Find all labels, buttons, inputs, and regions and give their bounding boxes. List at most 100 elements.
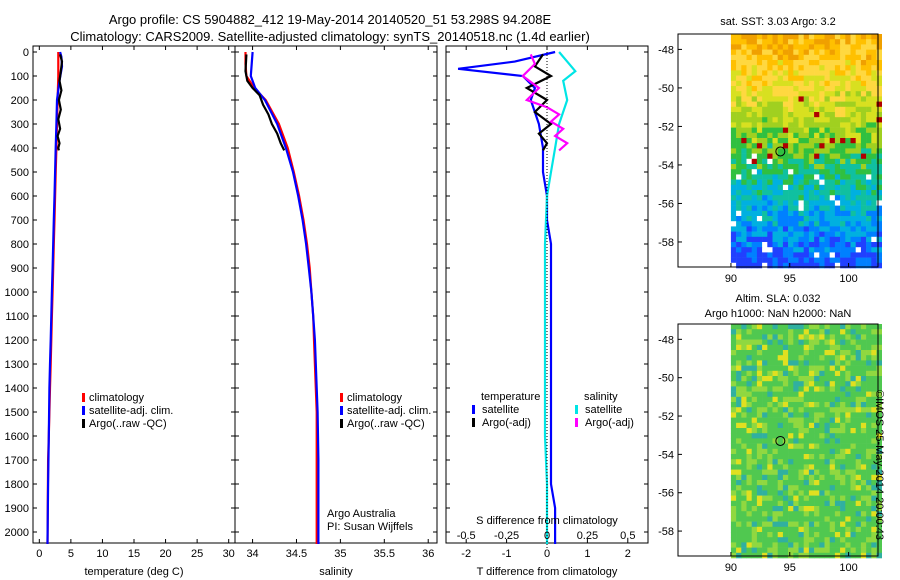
map-cell-sst — [808, 169, 815, 175]
map-cell-sst — [803, 122, 810, 128]
map-cell-sla — [756, 506, 763, 512]
map-cell-sst — [829, 262, 836, 269]
map-cell-sst — [803, 60, 810, 66]
map-cell-sst — [834, 96, 841, 102]
map-cell-sla — [840, 324, 846, 330]
map-cell-sla — [840, 365, 846, 372]
map-cell-sla — [741, 428, 747, 434]
map-cell-sla — [850, 360, 856, 366]
map-cell-sla — [871, 407, 877, 413]
map-cell-sst — [777, 101, 784, 108]
map-cell-sla — [736, 334, 742, 340]
map-cell-sst — [814, 138, 820, 144]
map-cell-sla — [741, 474, 747, 481]
map-cell-sst — [860, 122, 867, 128]
map-cell-sla — [824, 443, 830, 450]
map-cell-sst — [860, 60, 867, 66]
map-cell-sla — [782, 474, 789, 481]
map-cell-sst — [876, 262, 882, 269]
map-cell-sst — [808, 247, 815, 253]
map-cell-sst — [834, 153, 841, 160]
map-cell-sst — [767, 86, 773, 92]
map-cell-sst — [793, 226, 799, 232]
map-cell-sla — [767, 428, 773, 434]
map-cell-sla — [736, 339, 742, 346]
map-cell-sst — [871, 91, 877, 97]
map-cell-sst — [819, 164, 825, 170]
map-cell-sla — [819, 526, 825, 533]
map-cell-sla — [798, 386, 804, 392]
map-cell-sla — [871, 334, 877, 340]
map-cell-sla — [824, 474, 830, 481]
map-cell-sst — [767, 70, 773, 76]
map-cell-sst — [803, 216, 810, 222]
map-cell-sst — [746, 210, 752, 217]
map-cell-sst — [762, 101, 768, 108]
map-cell-sla — [850, 480, 856, 486]
map-cell-sla — [840, 526, 846, 533]
map-cell-sst — [808, 257, 815, 264]
map-cell-sst — [772, 148, 778, 154]
map-cell-sst — [876, 44, 882, 50]
map-cell-sla — [850, 417, 856, 424]
map-cell-sla — [741, 396, 747, 403]
map-cell-sst — [860, 65, 867, 71]
map-cell-sla — [855, 454, 862, 460]
map-cell-sst — [777, 257, 784, 264]
map-cell-sst — [860, 91, 867, 97]
map-cell-sla — [860, 500, 867, 507]
map-cell-sst — [803, 127, 810, 134]
map-cell-sla — [730, 370, 737, 377]
map-cell-sla — [736, 360, 742, 366]
map-cell-sla — [762, 386, 768, 392]
map-cell-sla — [845, 344, 851, 351]
map-cell-sla — [845, 474, 851, 481]
map-cell-sla — [871, 422, 877, 429]
map-cell-sla — [840, 376, 846, 382]
map-cell-sst — [840, 143, 846, 149]
map-cell-sla — [736, 526, 742, 533]
map-cell-sst — [855, 257, 862, 264]
map-cell-sla — [829, 459, 836, 465]
map-cell-sst — [840, 158, 846, 165]
map-cell-sla — [850, 355, 856, 361]
map-title-sla: Altim. SLA: 0.032 — [736, 293, 821, 305]
map-cell-sst — [840, 236, 846, 243]
map-cell-sst — [850, 257, 856, 264]
map-cell-sla — [736, 365, 742, 372]
map-cell-sla — [741, 407, 747, 413]
map-cell-sla — [777, 402, 784, 408]
map-cell-sla — [819, 547, 825, 554]
map-cell-sla — [762, 417, 768, 424]
map-cell-sst — [777, 122, 784, 128]
map-cell-sst — [876, 236, 882, 243]
map-cell-sla — [762, 454, 768, 460]
map-cell-sla — [736, 516, 742, 522]
map-cell-sla — [736, 422, 742, 429]
map-cell-sla — [767, 516, 773, 522]
map-cell-sla — [741, 511, 747, 517]
map-cell-sla — [746, 547, 752, 554]
map-cell-sla — [876, 417, 882, 424]
map-cell-sst — [793, 65, 799, 71]
map-cell-sla — [834, 474, 841, 481]
map-cell-sst — [772, 86, 778, 92]
map-cell-sst — [814, 86, 820, 92]
map-cell-sst — [736, 221, 742, 227]
map-cell-sst — [777, 49, 784, 56]
map-cell-sst — [788, 80, 794, 87]
map-cell-sla — [798, 417, 804, 424]
map-cell-sst — [788, 205, 794, 212]
map-cell-sla — [850, 402, 856, 408]
map-cell-sla — [741, 381, 747, 387]
map-cell-sla — [762, 407, 768, 413]
map-cell-sst — [788, 34, 794, 40]
map-cell-sst — [819, 236, 825, 243]
map-cell-sst — [808, 112, 815, 118]
map-cell-sst — [819, 65, 825, 71]
map-cell-sla — [736, 459, 742, 465]
map-cell-sst — [762, 190, 768, 196]
map-cell-sla — [845, 454, 851, 460]
legend-swatch-temperature — [82, 419, 85, 428]
map-cell-sla — [762, 381, 768, 387]
